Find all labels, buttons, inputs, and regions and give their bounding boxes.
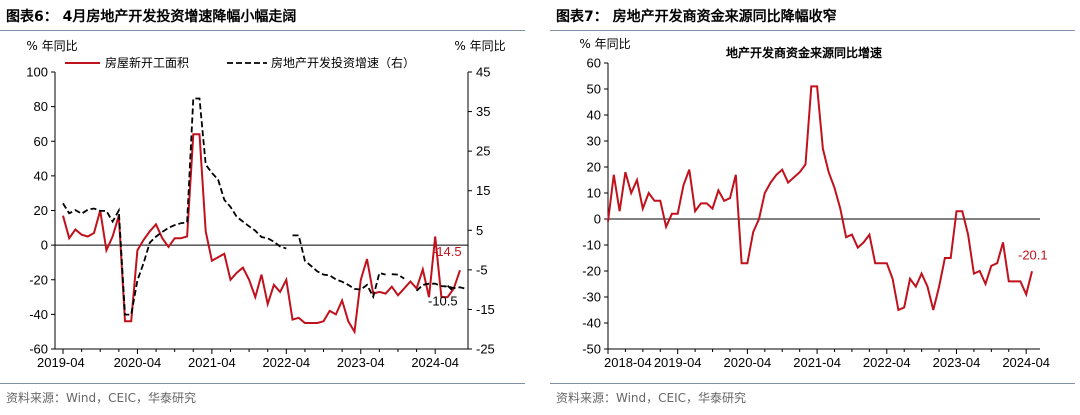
- source-divider: [0, 383, 525, 384]
- figure-7-source: 资料来源：Wind，CEIC，华泰研究: [556, 391, 747, 405]
- right-tick-label: 25: [476, 144, 490, 159]
- right-axis-unit: % 年同比: [454, 39, 505, 53]
- left-tick-label: 40: [34, 168, 48, 183]
- left-tick-label: -10: [582, 238, 601, 253]
- left-axis-unit: % 年同比: [26, 39, 77, 53]
- figure-6-source: 资料来源：Wind，CEIC，华泰研究: [6, 391, 197, 405]
- chart-investment-vs-starts: 100 80 60 40 20 0 -20 -40 -60 45 35 25 15 5 -5 -15 -25 % …: [26, 39, 505, 370]
- x-tick-label: 2019-04: [37, 355, 85, 370]
- title-divider: [0, 30, 525, 31]
- left-tick-label: 50: [587, 82, 601, 97]
- left-tick-label: 30: [587, 134, 601, 149]
- right-tick-label: -15: [476, 302, 495, 317]
- right-tick-label: -5: [476, 262, 488, 277]
- left-tick-label: 10: [587, 186, 601, 201]
- legend-label-investment: 房地产开发投资增速（右）: [271, 55, 415, 70]
- left-tick-label: -40: [582, 316, 601, 331]
- right-tick-label: 35: [476, 104, 490, 119]
- left-tick-label: 100: [26, 65, 48, 80]
- figure-7-title: 图表7： 房地产开发商资金来源同比降幅收窄: [556, 9, 837, 25]
- left-tick-label: -20: [29, 272, 48, 287]
- left-tick-label: 40: [587, 108, 601, 123]
- x-tick-label: 2021-04: [188, 355, 236, 370]
- left-tick-label: -30: [582, 290, 601, 305]
- x-tick-label: 2019-04: [654, 355, 702, 370]
- figure-6-title: 图表6： 4月房地产开发投资增速降幅小幅走阔: [6, 9, 297, 25]
- x-tick-label: 2024-04: [411, 355, 459, 370]
- x-tick-label: 2022-04: [863, 355, 911, 370]
- series-investment-line: [446, 285, 455, 293]
- series-investment-line: [391, 273, 405, 280]
- left-tick-label: 0: [41, 238, 48, 253]
- data-label-new-starts-last: -14.5: [432, 244, 462, 259]
- panel-figure-6: 图表6： 4月房地产开发投资增速降幅小幅走阔 100 80 60 40 20 0 -20 -4…: [0, 0, 530, 415]
- left-tick-label: 80: [34, 99, 48, 114]
- right-tick-label: 15: [476, 183, 490, 198]
- left-tick-label: 20: [34, 203, 48, 218]
- left-tick-label: 0: [594, 212, 601, 227]
- data-label-investment-last: -10.5: [428, 294, 458, 309]
- x-tick-label: 2023-04: [337, 355, 385, 370]
- left-tick-label: 20: [587, 160, 601, 175]
- x-tick-label: 2018-04: [604, 355, 652, 370]
- panel-figure-7: 图表7： 房地产开发商资金来源同比降幅收窄 60 50 40 30 20 10 0 -10 -2…: [550, 0, 1080, 415]
- x-tick-label: 2023-04: [933, 355, 981, 370]
- data-label-funding-last: -20.1: [1018, 247, 1048, 262]
- source-divider: [550, 383, 1075, 384]
- series-investment-line: [415, 282, 467, 292]
- x-tick-label: 2024-04: [1002, 355, 1050, 370]
- left-tick-label: 60: [34, 134, 48, 149]
- x-tick-label: 2020-04: [114, 355, 162, 370]
- chart-inner-title: 地产开发商资金来源同比增速: [726, 45, 882, 60]
- right-tick-label: 45: [476, 65, 490, 80]
- title-divider: [550, 30, 1075, 31]
- series-new-starts-line: [62, 133, 461, 335]
- legend-label-new-starts: 房屋新开工面积: [105, 55, 189, 70]
- x-tick-label: 2022-04: [262, 355, 310, 370]
- left-tick-label: 60: [587, 56, 601, 71]
- left-tick-label: -60: [29, 342, 48, 357]
- series-investment-line: [62, 97, 287, 316]
- chart-developer-funding: 60 50 40 30 20 10 0 -10 -20 -30 -40 -50 % 年同比地产开发商资金…: [579, 37, 1050, 370]
- series-funding-line: [607, 85, 1033, 312]
- left-tick-label: -20: [582, 264, 601, 279]
- x-tick-label: 2020-04: [724, 355, 772, 370]
- right-tick-label: -25: [476, 342, 495, 357]
- left-axis-unit: % 年同比: [579, 37, 630, 51]
- right-tick-label: 5: [476, 223, 483, 238]
- left-tick-label: -50: [582, 342, 601, 357]
- left-tick-label: -40: [29, 307, 48, 322]
- x-tick-label: 2021-04: [793, 355, 841, 370]
- series-investment-line: [292, 234, 386, 300]
